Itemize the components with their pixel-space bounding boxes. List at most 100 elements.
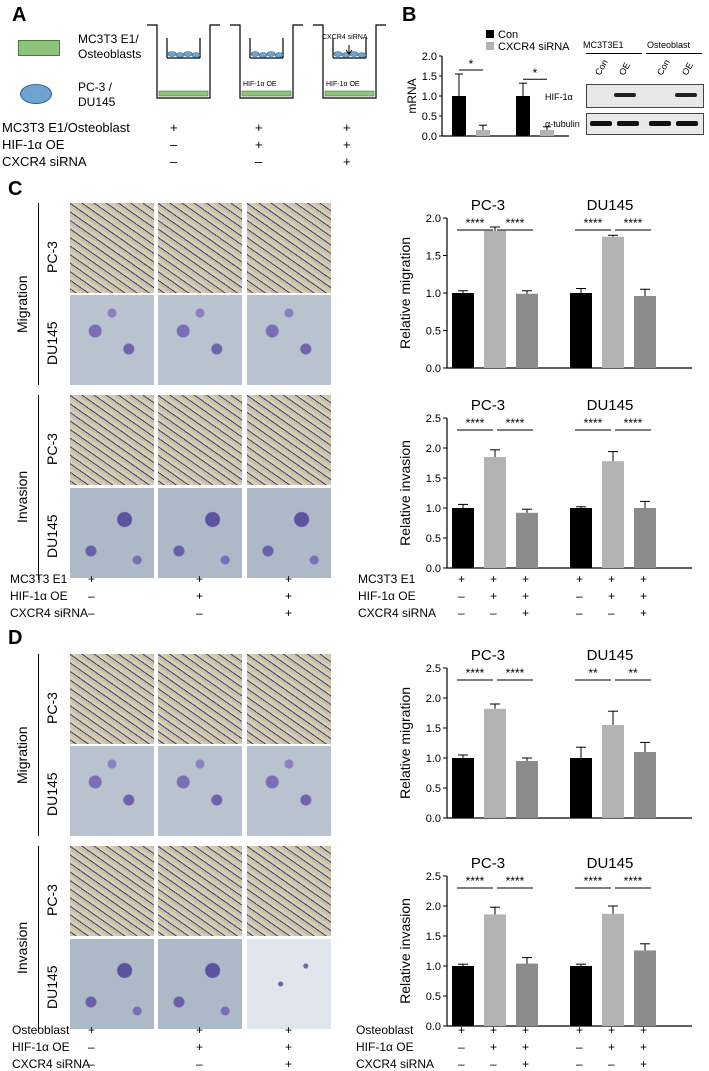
bar: [634, 752, 656, 818]
ytick-label: 1.5: [426, 473, 441, 485]
transwell-diagram: [147, 24, 386, 99]
bar: [602, 913, 624, 1026]
bar: [570, 966, 592, 1026]
sig-label: **: [628, 666, 638, 680]
table-c-chart-cell: +: [458, 572, 466, 586]
ylabel: Relative migration: [397, 687, 413, 799]
table-d-chart-cell: +: [522, 1040, 530, 1054]
ytick-label: 2.0: [426, 443, 441, 455]
ytick-label: 1.0: [426, 288, 441, 300]
panel-letter-a: A: [12, 4, 27, 26]
table-d-chart-cell: –: [576, 1040, 583, 1054]
micrograph-row-label: DU145: [44, 514, 60, 558]
sig-label: ****: [506, 874, 525, 888]
micrograph: [158, 295, 242, 385]
micrograph: [247, 295, 331, 385]
b-bar: [516, 96, 530, 136]
table-c-chart-row-label: HIF-1α OE: [358, 589, 416, 603]
sig-label: ****: [584, 216, 603, 230]
blot-row-tubulin: α-tubulin: [545, 119, 580, 129]
table-c-chart-cell: +: [522, 572, 530, 586]
micrograph: [247, 846, 331, 936]
micrograph: [247, 654, 331, 744]
sig-label: ****: [624, 416, 643, 430]
table-d-cell: –: [196, 1057, 203, 1071]
ytick-label: 0.0: [426, 363, 441, 375]
table-c-chart-cell: –: [458, 606, 465, 620]
micrograph: [70, 203, 154, 293]
b-legend-swatch: [486, 30, 494, 38]
micrograph: [70, 746, 154, 836]
table-a-cell: +: [343, 137, 351, 152]
blot-col-mc3t3e1: MC3T3E1: [583, 40, 624, 50]
blot-divider-2: [646, 53, 702, 54]
table-a-cell: +: [170, 120, 178, 135]
table-c-cell: +: [196, 589, 204, 603]
bar: [516, 761, 538, 818]
bar: [570, 508, 592, 568]
bar: [602, 236, 624, 368]
group-title: PC-3: [471, 647, 505, 664]
bar: [516, 512, 538, 568]
bar: [570, 758, 592, 818]
table-c-chart-cell: +: [608, 572, 616, 586]
micrograph: [247, 395, 331, 485]
table-d-row-label: Osteoblast: [12, 1023, 70, 1037]
ytick-label: 2.5: [426, 871, 441, 883]
group-title: DU145: [587, 647, 634, 664]
table-d-chart-cell: +: [640, 1040, 648, 1054]
table-c-chart-cell: –: [576, 589, 583, 603]
table-c-cell: +: [285, 572, 293, 586]
table-c-chart-cell: +: [640, 606, 648, 620]
b-ytick-label: 2.0: [422, 51, 437, 63]
ytick-label: 0.0: [426, 563, 441, 575]
table-a-row-label: HIF-1α OE: [2, 137, 65, 152]
table-d-cell: –: [88, 1040, 95, 1054]
b-legend-label: CXCR4 siRNA: [498, 41, 570, 53]
ytick-label: 2.0: [426, 213, 441, 225]
table-d-cell: +: [285, 1057, 293, 1071]
table-d-chart-cell: +: [640, 1023, 648, 1037]
table-c-row-label: CXCR4 siRNA: [10, 606, 89, 620]
b-ytick-label: 0.0: [422, 131, 437, 143]
row-group-label: Invasion: [14, 470, 30, 523]
table-a-cell: +: [255, 120, 263, 135]
b-bar: [476, 130, 490, 136]
table-d-cell: +: [196, 1040, 204, 1054]
micrograph: [158, 395, 242, 485]
table-d-cell: +: [196, 1023, 204, 1037]
ytick-label: 0.0: [426, 1021, 441, 1033]
blot-divider-1: [586, 53, 642, 54]
bar: [452, 293, 474, 368]
micrograph: [158, 846, 242, 936]
legend-osteoblast-line2: Osteoblasts: [78, 47, 142, 61]
panel-letter-c: C: [8, 178, 23, 200]
well-sirna-label: CXCR4 siRNA: [322, 34, 368, 41]
table-c-chart-cell: –: [576, 606, 583, 620]
b-ytick-label: 1.5: [422, 71, 437, 83]
ytick-label: 1.5: [426, 251, 441, 263]
table-d-chart-cell: –: [458, 1040, 465, 1054]
micrograph: [158, 746, 242, 836]
ytick-label: 0.5: [426, 783, 441, 795]
table-d-chart-row-label: HIF-1α OE: [356, 1040, 414, 1054]
ytick-label: 2.5: [426, 413, 441, 425]
bar: [516, 963, 538, 1026]
blot-lane-4: OE: [680, 60, 696, 77]
legend-cancer-line1: PC-3 /: [78, 80, 113, 94]
table-d-row-label: CXCR4 siRNA: [12, 1057, 91, 1071]
group-title: PC-3: [471, 197, 505, 214]
bar: [634, 950, 656, 1026]
table-c-cell: +: [285, 589, 293, 603]
bar: [602, 461, 624, 568]
b-sig-label: *: [469, 57, 474, 71]
table-c-chart-cell: –: [458, 589, 465, 603]
cancer-cell-legend-swatch: [20, 84, 52, 104]
table-d-chart-cell: +: [522, 1057, 530, 1071]
bar: [452, 508, 474, 568]
micrograph: [247, 488, 331, 578]
table-a-cell: –: [255, 154, 263, 169]
table-d-cell: +: [88, 1023, 96, 1037]
